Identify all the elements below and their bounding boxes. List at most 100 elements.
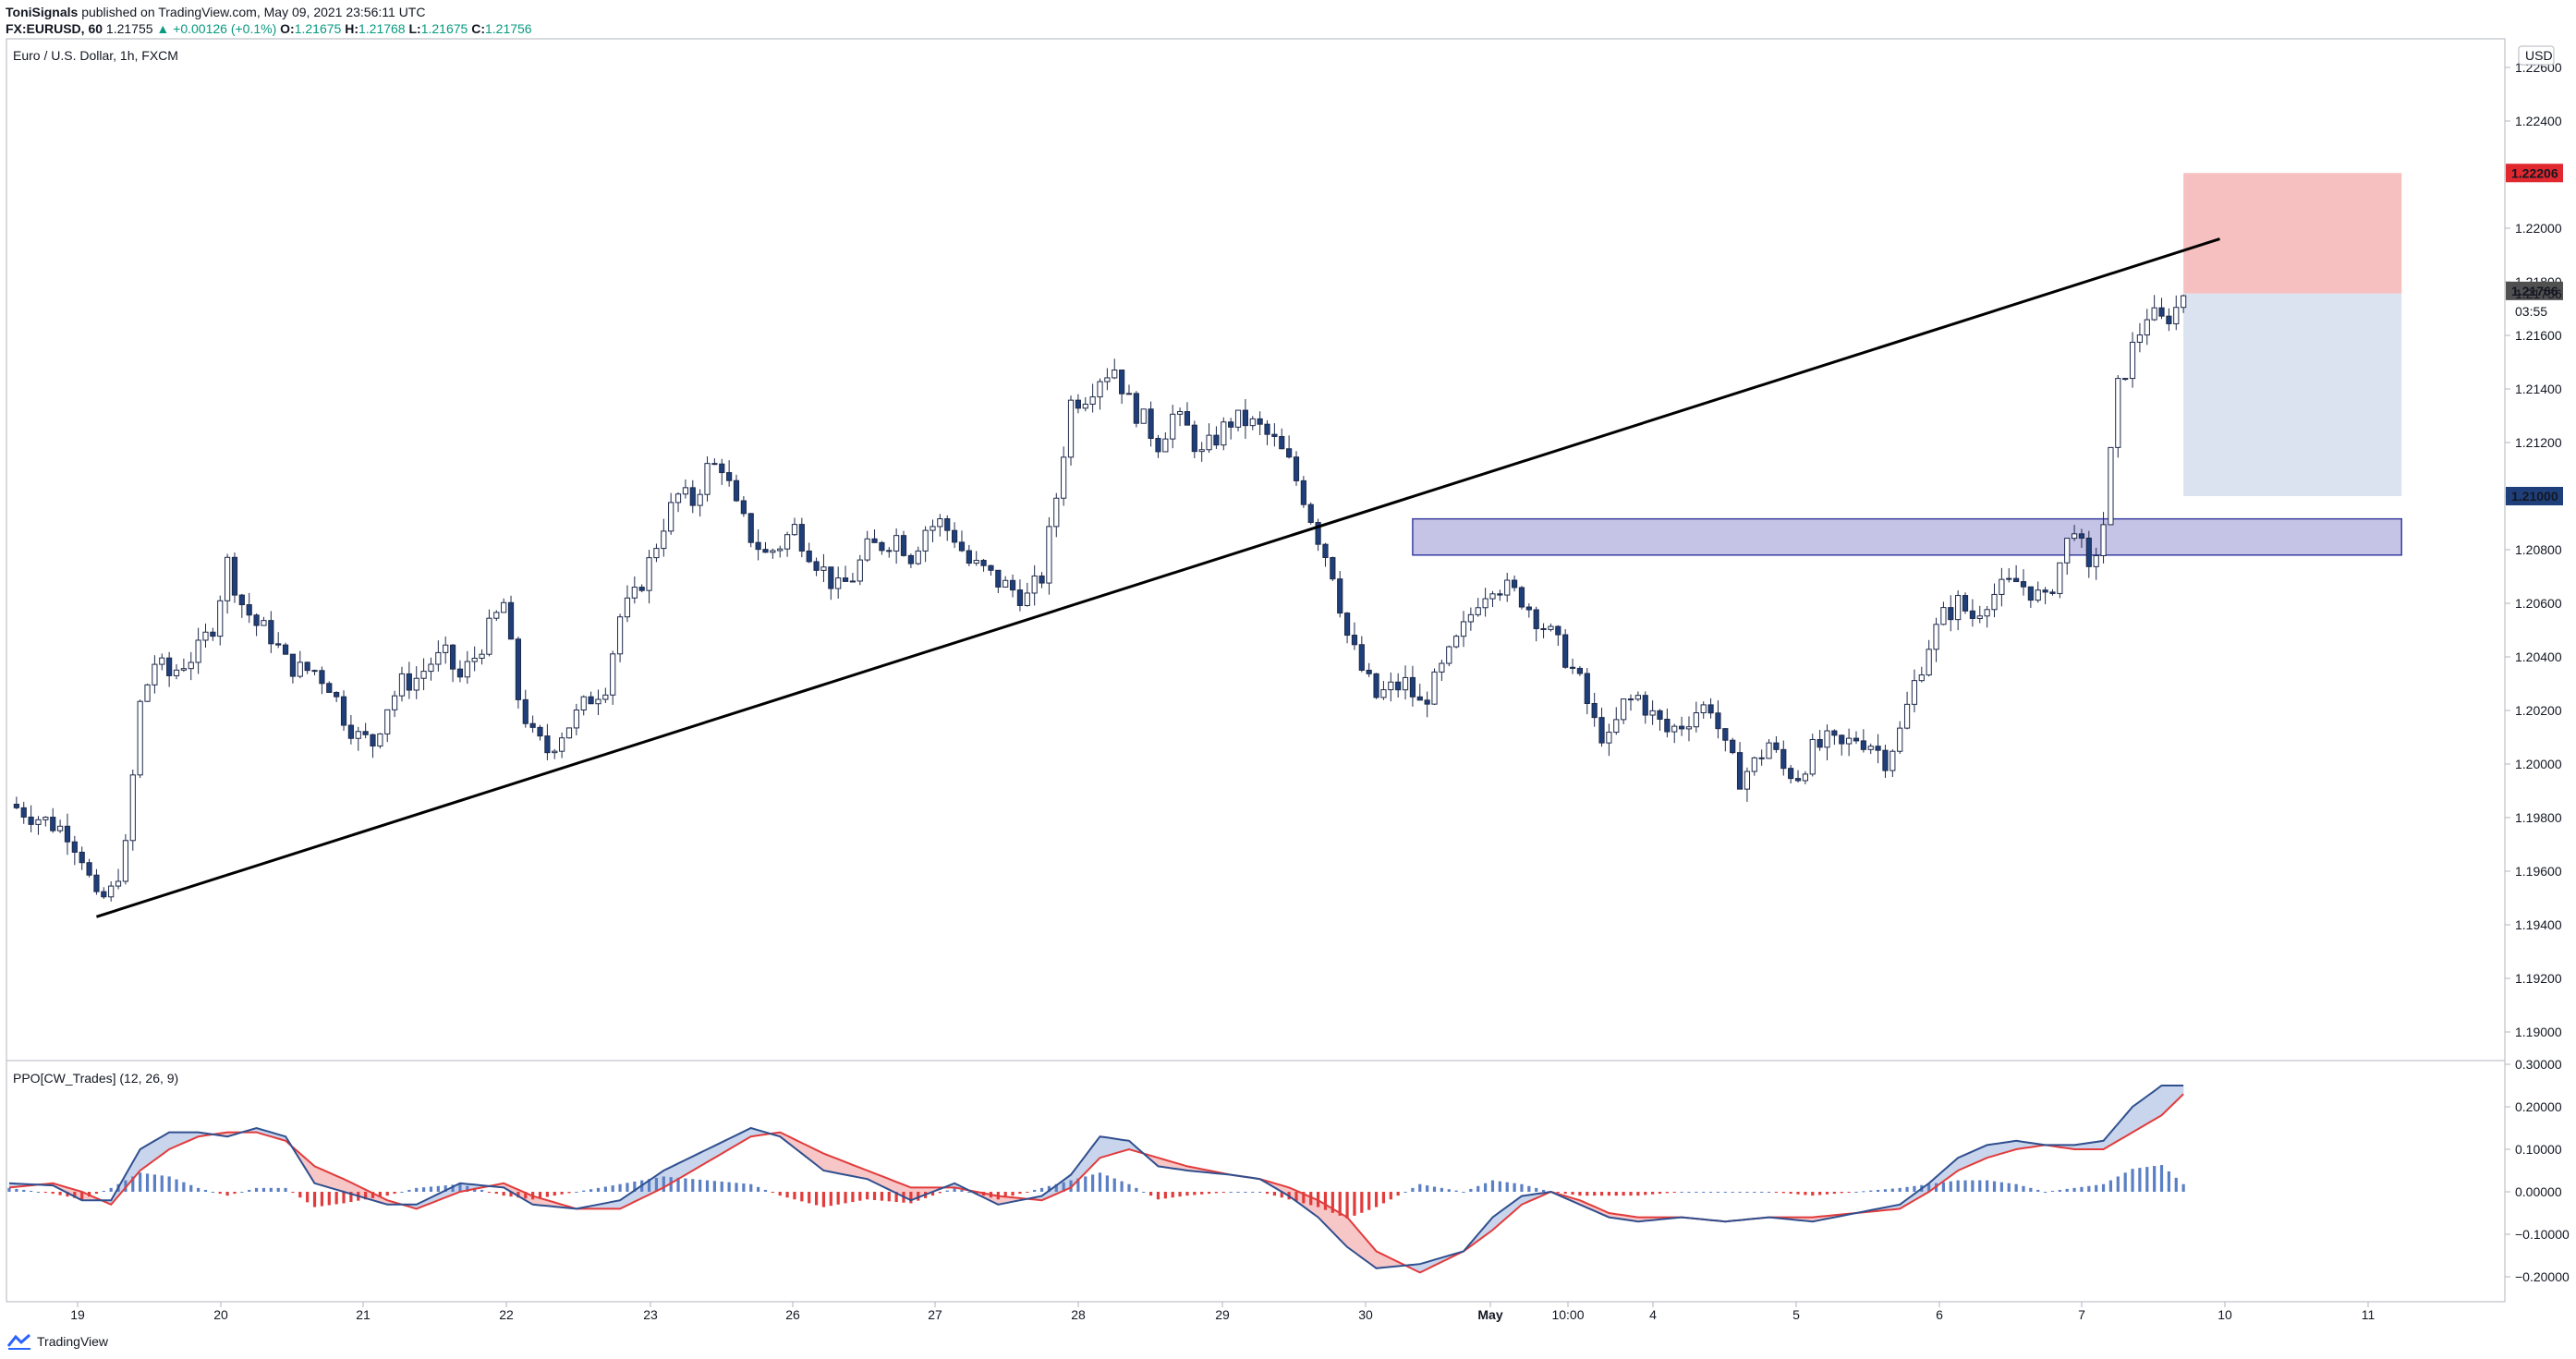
candle xyxy=(355,726,361,751)
high-label: H: xyxy=(345,21,358,36)
candle xyxy=(1016,579,1024,612)
currency-badge[interactable]: USD xyxy=(2518,45,2555,66)
ppo-histogram-bar xyxy=(2014,1183,2018,1192)
ppo-histogram-bar xyxy=(821,1192,826,1207)
candle-body xyxy=(159,657,165,665)
candle-body xyxy=(1664,719,1671,733)
ppo-tick-label: 0.00000 xyxy=(2515,1184,2562,1199)
candle-body xyxy=(2122,378,2129,381)
candle xyxy=(828,566,834,601)
candle xyxy=(1533,606,1539,642)
ppo-histogram-bar xyxy=(1731,1192,1734,1193)
trendline xyxy=(95,237,2220,918)
candle-body xyxy=(1809,738,1816,775)
candle-body xyxy=(1453,636,1460,648)
candle xyxy=(2071,525,2078,541)
ppo-histogram-bar xyxy=(1825,1192,1829,1195)
candle-body xyxy=(347,724,354,739)
candle xyxy=(246,592,252,624)
ppo-histogram-bar xyxy=(211,1192,214,1193)
candle xyxy=(879,540,885,555)
candle-body xyxy=(1621,698,1627,721)
candle xyxy=(1380,681,1387,700)
candle-body xyxy=(1882,749,1889,771)
ppo-histogram-bar xyxy=(1163,1192,1167,1199)
take-profit-zone xyxy=(2183,293,2402,496)
candle-body xyxy=(1867,746,1874,750)
candle xyxy=(2057,562,2063,599)
candle-body xyxy=(1402,676,1409,691)
ppo-tick-label: 0.10000 xyxy=(2515,1142,2562,1157)
candle-body xyxy=(1358,644,1365,671)
ppo-histogram-bar xyxy=(451,1184,455,1192)
ppo-histogram-bar xyxy=(378,1192,382,1197)
candle-body xyxy=(2049,591,2056,594)
candle xyxy=(1388,672,1394,702)
candle xyxy=(1315,518,1321,552)
candle-body xyxy=(1598,717,1605,744)
candle-body xyxy=(1736,752,1744,790)
candle xyxy=(1511,575,1518,592)
time-tick-label: 7 xyxy=(2078,1307,2085,1322)
candle xyxy=(311,669,318,675)
candle-body xyxy=(1300,479,1306,505)
candle xyxy=(406,661,412,699)
candle-body xyxy=(268,620,274,645)
candle-body xyxy=(529,722,536,728)
ppo-histogram-bar xyxy=(94,1192,99,1195)
candle-body xyxy=(988,564,994,571)
ppo-histogram-bar xyxy=(1236,1192,1240,1193)
ppo-histogram-bar xyxy=(312,1192,317,1207)
candle-body xyxy=(20,807,27,818)
candle xyxy=(1112,358,1118,380)
ppo-histogram-bar xyxy=(1535,1187,1538,1192)
candle-body xyxy=(784,534,791,550)
ppo-histogram-bar xyxy=(866,1192,869,1200)
candle xyxy=(56,819,64,833)
candle-body xyxy=(210,631,216,637)
candle xyxy=(922,526,929,563)
candle-body xyxy=(980,560,987,566)
candle xyxy=(1525,603,1532,618)
ppo-histogram-bar xyxy=(2131,1169,2134,1192)
ppo-histogram-bar xyxy=(1832,1192,1836,1195)
ppo-histogram-bar xyxy=(2044,1192,2047,1193)
ppo-histogram-bar xyxy=(1614,1192,1618,1196)
candle-body xyxy=(1955,595,1962,621)
candle-body xyxy=(275,643,282,646)
candle xyxy=(602,687,609,704)
ppo-histogram-bar xyxy=(436,1185,440,1192)
candle xyxy=(464,650,470,685)
candle-body xyxy=(1431,671,1438,705)
candle xyxy=(2078,528,2085,548)
ppo-histogram-bar xyxy=(2036,1189,2040,1192)
candle xyxy=(28,805,34,832)
ppo-histogram-bar xyxy=(306,1192,310,1203)
candle-body xyxy=(188,661,194,670)
candle-body xyxy=(1875,746,1881,751)
candle-body xyxy=(1976,615,1983,619)
candle-body xyxy=(137,700,143,776)
candle xyxy=(1009,574,1016,598)
candle xyxy=(1853,731,1860,745)
candle-body xyxy=(1722,728,1729,741)
candle-body xyxy=(1395,681,1402,691)
ppo-histogram-bar xyxy=(1323,1192,1328,1210)
open-label: O: xyxy=(280,21,295,36)
candle-body xyxy=(392,695,398,710)
publisher-name[interactable]: ToniSignals xyxy=(6,5,79,19)
candle xyxy=(370,734,376,758)
candle xyxy=(835,566,842,599)
candle xyxy=(35,816,42,835)
candle-body xyxy=(1337,578,1343,614)
footer-brand[interactable]: TradingView xyxy=(37,1334,109,1349)
ppo-histogram-bar xyxy=(749,1183,753,1192)
candle-body xyxy=(1933,624,1939,650)
ppo-histogram-bar xyxy=(960,1189,964,1192)
candle-body xyxy=(580,696,587,710)
ppo-histogram-bar xyxy=(407,1189,411,1192)
stop-loss-zone xyxy=(2183,173,2402,294)
candle-body xyxy=(1606,732,1612,744)
candle-body xyxy=(1584,673,1590,704)
